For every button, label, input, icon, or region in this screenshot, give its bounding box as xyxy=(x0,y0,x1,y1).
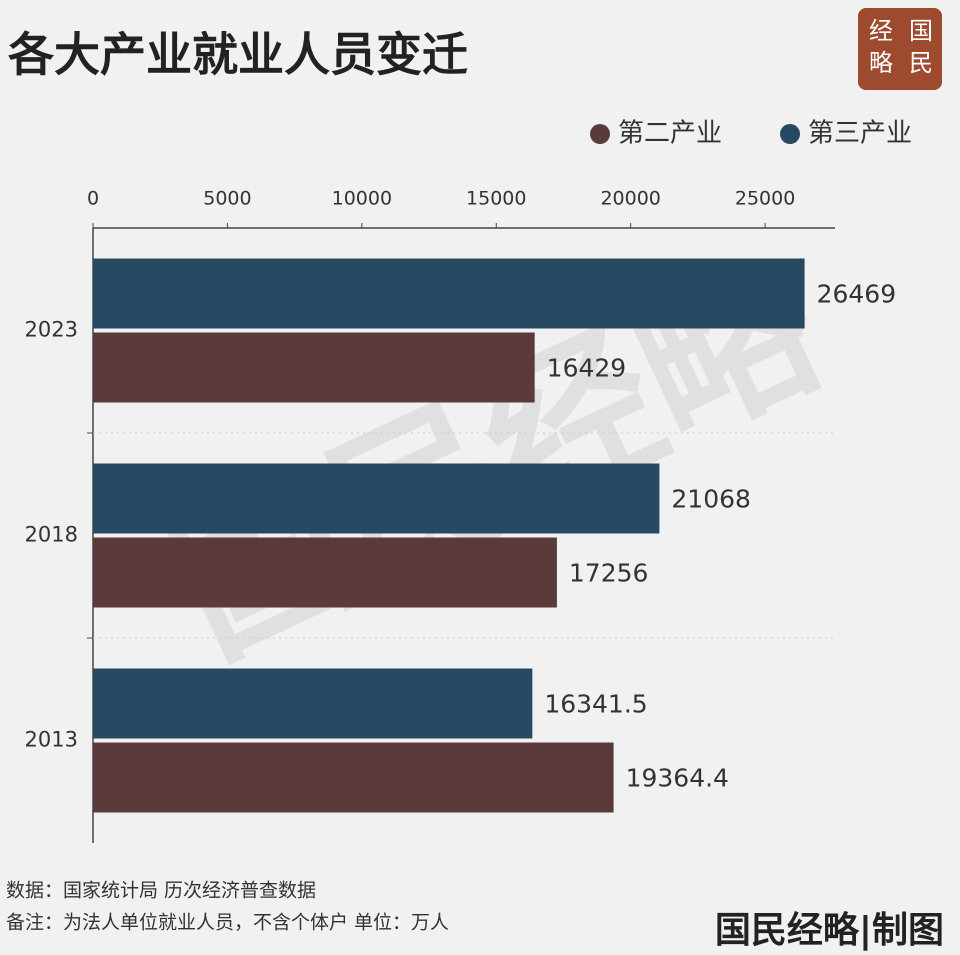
bar xyxy=(93,537,557,608)
x-tick-label: 25000 xyxy=(735,188,795,210)
value-label: 17256 xyxy=(569,559,649,588)
x-tick-label: 0 xyxy=(87,188,99,210)
y-tick-label: 2018 xyxy=(25,523,78,547)
legend-label: 第三产业 xyxy=(808,119,912,149)
logo-box xyxy=(858,8,942,90)
x-tick-label: 15000 xyxy=(466,188,526,210)
bar xyxy=(93,258,805,329)
note: 数据：国家统计局 历次经济普查数据 xyxy=(6,880,316,902)
chart-title: 各大产业就业人员变迁 xyxy=(8,28,468,82)
bar xyxy=(93,332,535,403)
legend-marker xyxy=(780,124,800,144)
logo-char: 国 xyxy=(909,17,933,45)
credit: 国民经略|制图 xyxy=(715,910,944,951)
bar xyxy=(93,668,533,739)
legend-label: 第二产业 xyxy=(618,119,722,149)
value-label: 19364.4 xyxy=(626,764,729,793)
x-tick-label: 20000 xyxy=(600,188,660,210)
value-label: 26469 xyxy=(817,280,897,309)
bar xyxy=(93,463,660,534)
value-label: 21068 xyxy=(671,485,751,514)
note: 备注：为法人单位就业人员，不含个体户 单位：万人 xyxy=(6,912,449,934)
logo-char: 经 xyxy=(869,17,893,45)
logo-char: 略 xyxy=(869,49,893,77)
y-tick-label: 2023 xyxy=(25,318,78,342)
value-label: 16429 xyxy=(547,354,627,383)
x-tick-label: 5000 xyxy=(203,188,251,210)
legend-marker xyxy=(590,124,610,144)
value-label: 16341.5 xyxy=(544,690,647,719)
bar xyxy=(93,742,614,813)
logo-char: 民 xyxy=(909,49,933,77)
y-tick-label: 2013 xyxy=(25,728,78,752)
x-tick-label: 10000 xyxy=(332,188,392,210)
